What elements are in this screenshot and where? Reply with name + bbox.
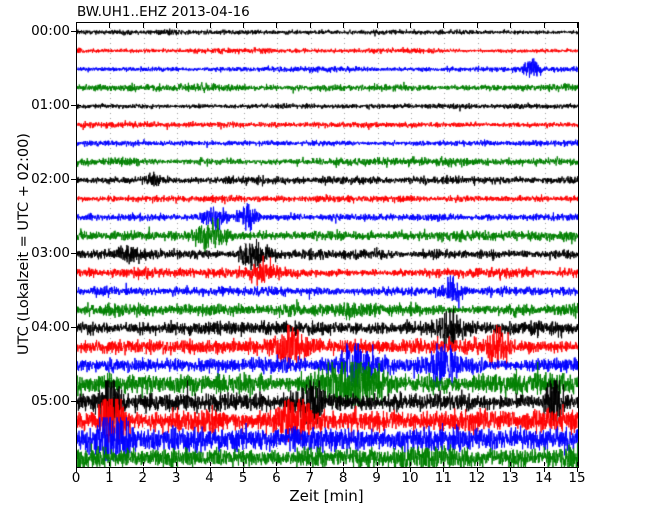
x-tick-label: 13	[501, 470, 519, 486]
x-tick-mark	[377, 467, 378, 472]
x-tick-mark-top	[276, 23, 277, 28]
x-tick-mark-inner	[310, 462, 311, 466]
x-tick-mark-top	[544, 23, 545, 28]
x-tick-mark-inner	[510, 462, 511, 466]
page-title: BW.UH1..EHZ 2013-04-16	[77, 4, 250, 20]
seismogram-traces	[77, 23, 578, 467]
x-tick-mark	[210, 467, 211, 472]
x-axis-label: Zeit [min]	[289, 487, 364, 505]
x-tick-mark-top	[143, 23, 144, 28]
x-tick-mark-top	[243, 23, 244, 28]
x-tick-mark	[276, 467, 277, 472]
y-tick-label: 02:00	[31, 171, 70, 188]
x-tick-mark	[243, 467, 244, 472]
x-tick-mark-top	[343, 23, 344, 28]
x-tick-label: 6	[272, 470, 281, 486]
x-tick-mark	[544, 467, 545, 472]
x-tick-mark-top	[210, 23, 211, 28]
x-tick-mark-top	[443, 23, 444, 28]
x-tick-mark-top	[510, 23, 511, 28]
y-tick-label: 05:00	[31, 393, 70, 410]
x-tick-label: 5	[238, 470, 248, 486]
x-tick-mark	[109, 467, 110, 472]
x-tick-mark-top	[377, 23, 378, 28]
x-tick-label: 10	[401, 470, 419, 486]
x-tick-mark-inner	[577, 462, 578, 466]
x-tick-label: 1	[105, 470, 114, 486]
y-tick-mark-inner	[77, 179, 81, 180]
x-tick-mark-inner	[477, 462, 478, 466]
y-tick-mark	[71, 253, 76, 254]
x-tick-mark-inner	[210, 462, 211, 466]
y-tick-mark	[71, 401, 76, 402]
x-tick-label: 3	[171, 470, 181, 486]
x-tick-mark-top	[477, 23, 478, 28]
x-tick-mark-inner	[143, 462, 144, 466]
y-tick-mark-inner	[77, 105, 81, 106]
y-tick-mark-inner	[77, 31, 81, 32]
x-tick-mark-inner	[109, 462, 110, 466]
x-tick-mark	[310, 467, 311, 472]
x-tick-mark-top	[109, 23, 110, 28]
x-tick-mark-top	[310, 23, 311, 28]
x-tick-mark-inner	[544, 462, 545, 466]
y-tick-mark-inner	[77, 327, 81, 328]
x-tick-mark-top	[577, 23, 578, 28]
x-tick-mark	[143, 467, 144, 472]
x-tick-mark	[577, 467, 578, 472]
y-axis-tick-labels: 00:00 01:00 02:00 03:00 04:00 05:00	[0, 0, 70, 520]
x-tick-mark	[510, 467, 511, 472]
x-tick-mark	[410, 467, 411, 472]
x-tick-label: 11	[434, 470, 452, 486]
x-tick-mark-inner	[276, 462, 277, 466]
y-tick-label: 04:00	[31, 319, 70, 336]
y-tick-label: 03:00	[31, 245, 70, 262]
y-tick-mark	[71, 327, 76, 328]
x-tick-label: 4	[205, 470, 214, 486]
x-tick-mark-inner	[443, 462, 444, 466]
x-tick-mark	[443, 467, 444, 472]
x-tick-mark	[176, 467, 177, 472]
x-tick-mark	[477, 467, 478, 472]
x-tick-mark-inner	[377, 462, 378, 466]
x-tick-label: 9	[372, 470, 381, 486]
y-tick-mark	[71, 105, 76, 106]
x-tick-mark-top	[76, 23, 77, 28]
y-tick-mark	[71, 31, 76, 32]
x-tick-label: 15	[568, 470, 586, 486]
y-tick-mark-inner	[77, 401, 81, 402]
y-tick-label: 01:00	[31, 97, 70, 114]
y-tick-mark-inner	[77, 253, 81, 254]
x-tick-label: 7	[305, 470, 315, 486]
y-tick-mark	[71, 179, 76, 180]
x-tick-mark-top	[176, 23, 177, 28]
x-tick-label: 14	[535, 470, 553, 486]
x-tick-label: 2	[138, 470, 148, 486]
x-tick-mark-top	[410, 23, 411, 28]
x-tick-mark	[76, 467, 77, 472]
x-tick-mark	[343, 467, 344, 472]
x-tick-mark-inner	[176, 462, 177, 466]
x-tick-mark-inner	[343, 462, 344, 466]
x-tick-label: 0	[71, 470, 81, 486]
x-tick-mark-inner	[76, 462, 77, 466]
x-tick-label: 12	[468, 470, 486, 486]
x-tick-label: 8	[338, 470, 348, 486]
x-tick-mark-inner	[410, 462, 411, 466]
plot-area	[76, 22, 579, 468]
x-tick-mark-inner	[243, 462, 244, 466]
y-tick-label: 00:00	[31, 23, 70, 40]
